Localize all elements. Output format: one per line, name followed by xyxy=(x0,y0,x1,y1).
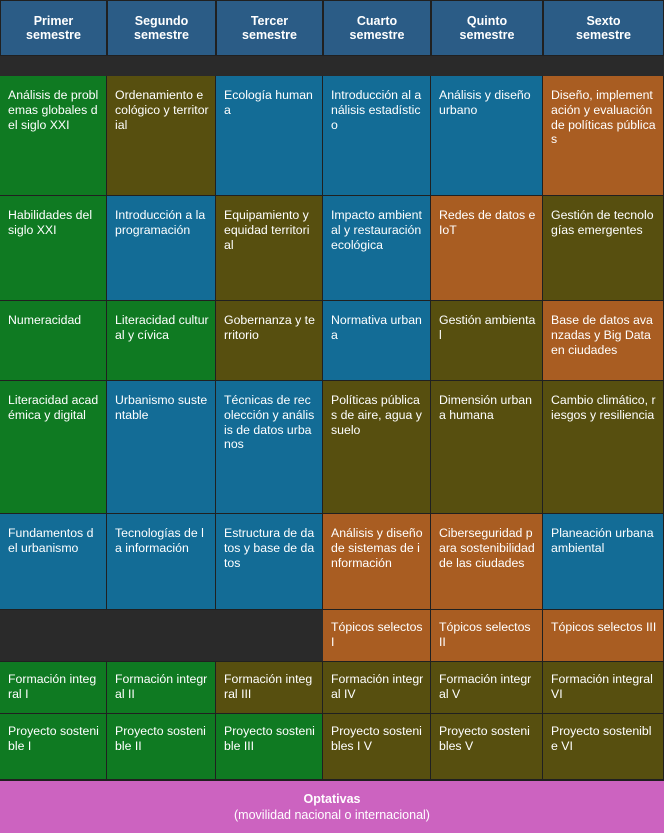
optativas-title: Optativas xyxy=(303,791,361,806)
course-cell: Formación integral VI xyxy=(543,662,664,714)
course-cell: Ecología humana xyxy=(216,76,323,196)
course-cell: Fundamentos del urbanismo xyxy=(0,514,107,610)
course-cell: Ordenamiento ecológico y territorial xyxy=(107,76,216,196)
course-cell: Proyecto sostenible VI xyxy=(543,714,664,780)
header-semester-4: Cuarto semestre xyxy=(323,0,431,56)
header-spacer xyxy=(0,56,664,76)
course-cell: Gobernanza y territorio xyxy=(216,301,323,381)
course-cell: Proyecto sostenibles V xyxy=(431,714,543,780)
course-cell: Formación integral V xyxy=(431,662,543,714)
course-cell: Proyecto sostenible II xyxy=(107,714,216,780)
course-cell: Formación integral I xyxy=(0,662,107,714)
course-cell: Formación integral II xyxy=(107,662,216,714)
course-cell: Cambio climático, riesgos y resiliencia xyxy=(543,381,664,514)
course-cell: Base de datos avanzadas y Big Data en ci… xyxy=(543,301,664,381)
course-cell: Gestión de tecnologías emergentes xyxy=(543,196,664,301)
course-cell: Políticas públicas de aire, agua y suelo xyxy=(323,381,431,514)
course-cell: Tópicos selectos II xyxy=(431,610,543,662)
course-cell: Estructura de datos y base de datos xyxy=(216,514,323,610)
empty-block xyxy=(0,610,323,662)
course-cell: Habilidades del siglo XXI xyxy=(0,196,107,301)
course-cell: Equipamiento y equidad territorial xyxy=(216,196,323,301)
course-cell: Introducción a la programación xyxy=(107,196,216,301)
course-cell: Introducción al análisis estadístico xyxy=(323,76,431,196)
course-cell: Tópicos selectos III xyxy=(543,610,664,662)
course-cell: Tópicos selectos I xyxy=(323,610,431,662)
course-cell: Dimensión urbana humana xyxy=(431,381,543,514)
header-semester-5: Quinto semestre xyxy=(431,0,543,56)
course-cell: Análisis y diseño urbano xyxy=(431,76,543,196)
optativas-banner: Optativas (movilidad nacional o internac… xyxy=(0,780,664,833)
course-cell: Numeracidad xyxy=(0,301,107,381)
course-cell: Ciberseguridad para sostenibilidad de la… xyxy=(431,514,543,610)
course-cell: Formación integral IV xyxy=(323,662,431,714)
course-cell: Tecnologías de la información xyxy=(107,514,216,610)
course-cell: Urbanismo sustentable xyxy=(107,381,216,514)
header-semester-1: Primer semestre xyxy=(0,0,107,56)
course-cell: Literacidad cultural y cívica xyxy=(107,301,216,381)
course-cell: Literacidad académica y digital xyxy=(0,381,107,514)
course-cell: Proyecto sostenibles I V xyxy=(323,714,431,780)
course-cell: Proyecto sostenible I xyxy=(0,714,107,780)
header-semester-6: Sexto semestre xyxy=(543,0,664,56)
course-cell: Proyecto sostenible III xyxy=(216,714,323,780)
header-semester-3: Tercer semestre xyxy=(216,0,323,56)
optativas-subtitle: (movilidad nacional o internacional) xyxy=(234,808,430,822)
course-cell: Gestión ambiental xyxy=(431,301,543,381)
course-cell: Planeación urbana ambiental xyxy=(543,514,664,610)
header-semester-2: Segundo semestre xyxy=(107,0,216,56)
course-cell: Normativa urbana xyxy=(323,301,431,381)
course-cell: Diseño, implementación y evaluación de p… xyxy=(543,76,664,196)
course-cell: Análisis y diseño de sistemas de informa… xyxy=(323,514,431,610)
course-cell: Redes de datos e IoT xyxy=(431,196,543,301)
course-cell: Impacto ambiental y restauración ecológi… xyxy=(323,196,431,301)
course-cell: Análisis de problemas globales del siglo… xyxy=(0,76,107,196)
course-cell: Técnicas de recolección y análisis de da… xyxy=(216,381,323,514)
course-cell: Formación integral III xyxy=(216,662,323,714)
